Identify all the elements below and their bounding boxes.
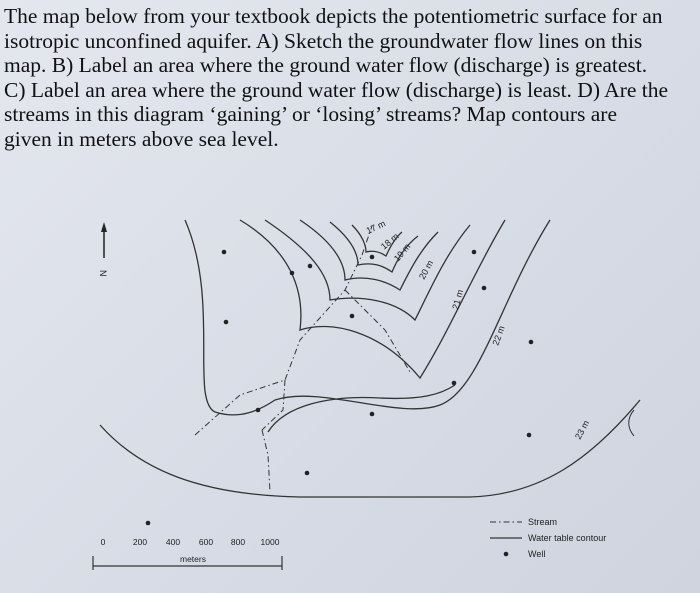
well <box>221 249 227 255</box>
well <box>369 254 375 260</box>
well <box>471 249 477 255</box>
well <box>528 339 534 345</box>
contour-label: 22 m <box>490 324 506 346</box>
scale-labels: 0 200 400 600 800 1000 <box>101 537 280 547</box>
scale-label: 0 <box>101 537 106 547</box>
scale-label: 1000 <box>261 537 280 547</box>
well <box>481 285 487 291</box>
question-text: The map below from your textbook depicts… <box>4 4 669 151</box>
contour-line <box>267 384 456 433</box>
scale-label: 600 <box>199 537 213 547</box>
scale-label: 200 <box>133 537 147 547</box>
well <box>289 270 295 276</box>
contour-line <box>329 221 419 273</box>
contour-line <box>299 219 439 291</box>
contour-line <box>184 219 551 416</box>
well <box>349 313 355 319</box>
contour-label: 17 m <box>365 218 387 236</box>
well <box>451 380 457 386</box>
well <box>369 411 375 417</box>
stream <box>344 289 411 373</box>
well <box>223 319 229 325</box>
stream <box>261 429 271 493</box>
edge-mark <box>628 409 635 437</box>
contour-label: 23 m <box>573 419 591 441</box>
stream <box>194 225 373 436</box>
north-label: N <box>98 270 108 277</box>
well <box>255 407 261 413</box>
well <box>145 520 151 526</box>
legend-label: Water table contour <box>528 533 606 543</box>
contour-line <box>264 219 471 322</box>
scale-label: 800 <box>231 537 245 547</box>
wells <box>145 249 534 526</box>
scale-unit: meters <box>180 554 206 564</box>
legend-label: Well <box>528 549 545 559</box>
legend-label: Stream <box>528 517 557 527</box>
stream <box>261 379 286 431</box>
contour-line <box>239 219 506 380</box>
legend-well-key <box>503 551 509 557</box>
well <box>304 470 310 476</box>
well <box>526 432 532 438</box>
contour-line <box>99 399 641 498</box>
contour-label: 20 m <box>417 259 435 281</box>
north-arrowhead <box>101 222 107 232</box>
scale-label: 400 <box>166 537 180 547</box>
contour-line <box>351 224 403 257</box>
well <box>307 263 313 269</box>
